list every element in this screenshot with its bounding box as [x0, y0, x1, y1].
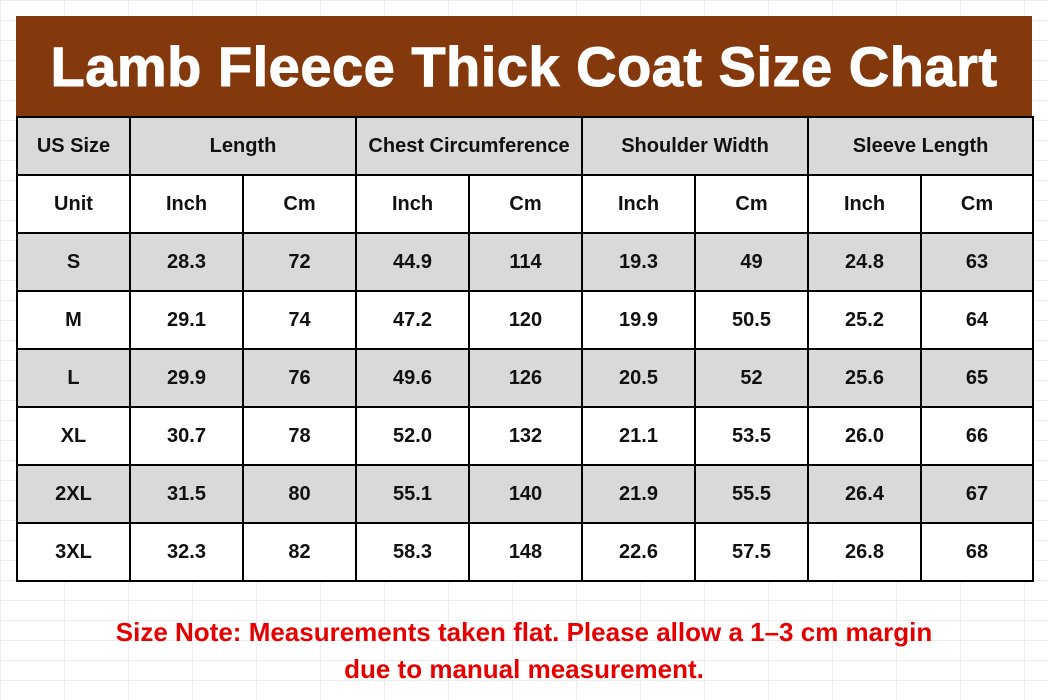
header-row: US Size Length Chest Circumference Shoul…: [16, 116, 1035, 176]
table-cell: 67: [920, 464, 1035, 524]
table-cell: 24.8: [807, 232, 923, 292]
table-cell: 29.9: [129, 348, 244, 408]
size-table: US Size Length Chest Circumference Shoul…: [16, 116, 1035, 582]
table-cell: 26.8: [807, 522, 923, 582]
size-cell: L: [16, 348, 131, 408]
size-cell: XL: [16, 406, 131, 466]
unit-cell: Inch: [807, 174, 923, 234]
header-sleeve-length: Sleeve Length: [807, 116, 1035, 176]
table-row: L 29.9 76 49.6 126 20.5 52 25.6 65: [16, 348, 1035, 408]
table-cell: 21.9: [581, 464, 696, 524]
table-cell: 72: [242, 232, 357, 292]
units-row: Unit Inch Cm Inch Cm Inch Cm Inch Cm: [16, 174, 1035, 234]
table-cell: 28.3: [129, 232, 244, 292]
size-note: Size Note: Measurements taken flat. Plea…: [0, 614, 1048, 688]
table-cell: 25.2: [807, 290, 923, 350]
table-cell: 65: [920, 348, 1035, 408]
table-cell: 63: [920, 232, 1035, 292]
size-cell: M: [16, 290, 131, 350]
table-cell: 26.4: [807, 464, 923, 524]
table-cell: 20.5: [581, 348, 696, 408]
table-cell: 82: [242, 522, 357, 582]
unit-cell: Cm: [242, 174, 357, 234]
table-cell: 126: [468, 348, 583, 408]
table-cell: 76: [242, 348, 357, 408]
table-cell: 148: [468, 522, 583, 582]
table-cell: 74: [242, 290, 357, 350]
unit-cell: Cm: [693, 174, 810, 234]
table-row: M 29.1 74 47.2 120 19.9 50.5 25.2 64: [16, 290, 1035, 350]
table-cell: 53.5: [693, 406, 810, 466]
table-cell: 57.5: [693, 522, 810, 582]
size-note-line-2: due to manual measurement.: [344, 654, 704, 684]
table-row: 2XL 31.5 80 55.1 140 21.9 55.5 26.4 67: [16, 464, 1035, 524]
header-length: Length: [129, 116, 357, 176]
header-chest-circumference: Chest Circumference: [355, 116, 583, 176]
table-cell: 49.6: [355, 348, 470, 408]
table-cell: 140: [468, 464, 583, 524]
header-shoulder-width: Shoulder Width: [580, 116, 810, 176]
table-row: XL 30.7 78 52.0 132 21.1 53.5 26.0 66: [16, 406, 1035, 466]
table-cell: 49: [693, 232, 810, 292]
header-us-size: US Size: [16, 116, 131, 176]
table-cell: 47.2: [355, 290, 470, 350]
table-row: 3XL 32.3 82 58.3 148 22.6 57.5 26.8 68: [16, 522, 1035, 582]
table-cell: 80: [242, 464, 357, 524]
unit-cell: Inch: [355, 174, 470, 234]
table-cell: 58.3: [355, 522, 470, 582]
unit-cell: Cm: [468, 174, 583, 234]
table-cell: 26.0: [807, 406, 923, 466]
unit-cell: Cm: [920, 174, 1035, 234]
table-cell: 64: [920, 290, 1035, 350]
table-cell: 55.5: [693, 464, 810, 524]
table-cell: 30.7: [129, 406, 244, 466]
table-cell: 132: [468, 406, 583, 466]
table-row: S 28.3 72 44.9 114 19.3 49 24.8 63: [16, 232, 1035, 292]
table-cell: 19.9: [581, 290, 696, 350]
table-cell: 52.0: [355, 406, 470, 466]
unit-label: Unit: [16, 174, 131, 234]
table-cell: 32.3: [129, 522, 244, 582]
table-cell: 68: [920, 522, 1035, 582]
table-cell: 50.5: [693, 290, 810, 350]
table-cell: 52: [693, 348, 810, 408]
table-cell: 25.6: [807, 348, 923, 408]
table-cell: 29.1: [129, 290, 244, 350]
table-cell: 55.1: [355, 464, 470, 524]
unit-cell: Inch: [581, 174, 696, 234]
table-cell: 19.3: [581, 232, 696, 292]
table-cell: 31.5: [129, 464, 244, 524]
table-cell: 22.6: [581, 522, 696, 582]
size-cell: 3XL: [16, 522, 131, 582]
size-cell: S: [16, 232, 131, 292]
size-note-line-1: Size Note: Measurements taken flat. Plea…: [115, 617, 933, 647]
table-cell: 114: [468, 232, 583, 292]
table-cell: 120: [468, 290, 583, 350]
table-cell: 78: [242, 406, 357, 466]
unit-cell: Inch: [129, 174, 244, 234]
table-cell: 66: [920, 406, 1035, 466]
size-cell: 2XL: [16, 464, 131, 524]
table-cell: 21.1: [581, 406, 696, 466]
chart-title: Lamb Fleece Thick Coat Size Chart: [16, 16, 1032, 116]
table-cell: 44.9: [355, 232, 470, 292]
size-chart: Lamb Fleece Thick Coat Size Chart US Siz…: [16, 16, 1035, 582]
